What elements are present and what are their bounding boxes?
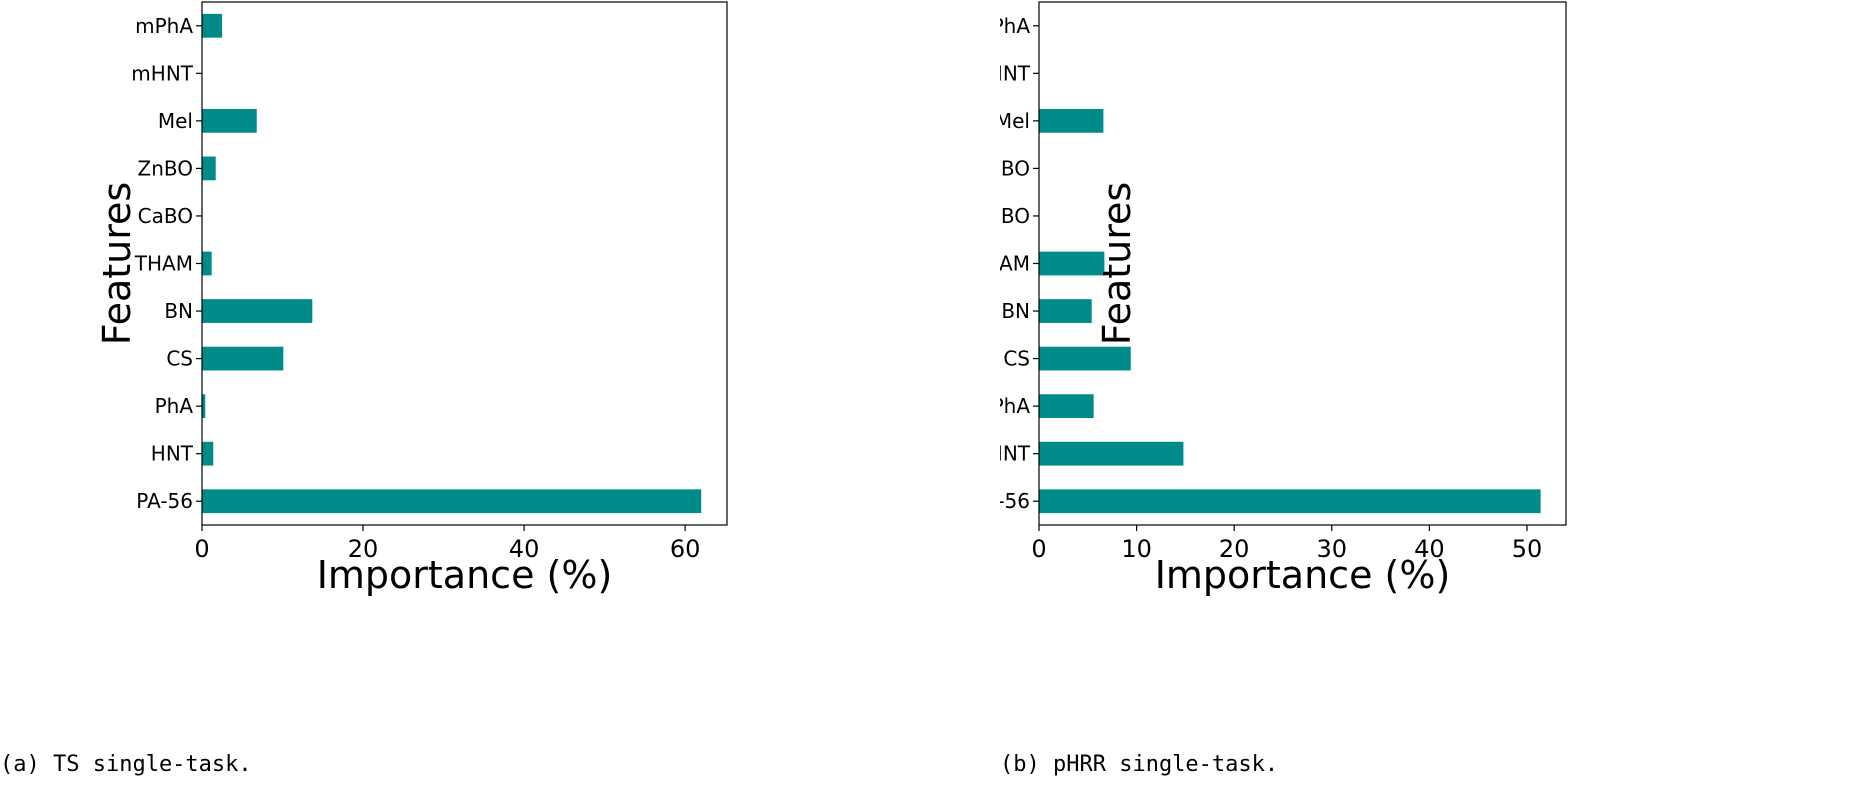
x-tick-label-50: 50 (1512, 535, 1543, 563)
y-tick-label-znbo: ZnBO (138, 156, 194, 180)
y-tick-label-cs: CS (166, 347, 193, 371)
y-tick-label-mhnt: mHNT (131, 61, 193, 85)
plot-frame (201, 1, 728, 526)
bar-cs (1039, 346, 1131, 371)
y-tick-label-pa-56: PA-56 (1000, 489, 1030, 513)
bar-cs (202, 346, 284, 371)
bar-mel (202, 108, 257, 133)
bar-pa-56 (1039, 489, 1541, 514)
y-tick-label-mel: Mel (1000, 109, 1030, 133)
bar-tham (202, 251, 212, 276)
bar-hnt (1039, 441, 1184, 466)
y-axis-title: Features (95, 182, 139, 345)
bar-pa-56 (202, 489, 702, 514)
x-axis-title: Importance (%) (317, 553, 613, 597)
y-tick-label-mhnt: mHNT (1000, 61, 1031, 85)
y-tick-label-bn: BN (1001, 299, 1030, 323)
y-tick-label-cabo: CaBO (138, 204, 193, 228)
bar-bn (1039, 299, 1092, 323)
y-axis-title: Features (1095, 182, 1139, 345)
bar-hnt (202, 441, 214, 466)
caption-phrr-single-task: (b) pHRR single-task. (1000, 752, 1279, 777)
y-tick-label-znbo: ZnBO (1000, 156, 1030, 180)
caption-ts-single-task: (a) TS single-task. (0, 752, 252, 777)
y-tick-label-cabo: CaBO (1000, 204, 1030, 228)
bar-pha (1039, 394, 1094, 419)
y-tick-label-pha: PhA (155, 394, 194, 418)
bar-tham (1039, 251, 1105, 276)
chart-ts-single-task: PA-56 HNT PhA CS BN THAM CaBO ZnBO Mel mHNT mPhA 0 2… (95, 1, 728, 597)
bar-znbo (202, 156, 216, 181)
y-tick-label-pha: PhA (1000, 394, 1030, 418)
x-tick-label-20: 20 (1219, 535, 1250, 563)
x-tick-label-20: 20 (348, 535, 379, 563)
x-tick-label-0: 0 (194, 535, 209, 563)
y-tick-label-tham: THAM (134, 252, 193, 276)
x-tick-label-0: 0 (1031, 535, 1046, 563)
bar-mpha (202, 13, 223, 38)
x-tick-label-40: 40 (1414, 535, 1445, 563)
x-tick-label-30: 30 (1317, 535, 1348, 563)
y-tick-label-pa-56: PA-56 (136, 489, 193, 513)
x-axis-title: Importance (%) (1155, 553, 1451, 597)
y-tick-label-mpha: mPhA (1000, 14, 1030, 38)
x-tick-label-40: 40 (509, 535, 540, 563)
y-tick-label-tham: THAM (1000, 252, 1030, 276)
y-tick-label-bn: BN (164, 299, 193, 323)
bar-pha (202, 394, 206, 419)
x-tick-label-60: 60 (670, 535, 701, 563)
x-tick-label-10: 10 (1121, 535, 1152, 563)
bar-bn (202, 299, 313, 323)
plot-frame (1038, 1, 1567, 526)
bar-mel (1039, 108, 1104, 133)
y-tick-label-cs: CS (1003, 347, 1030, 371)
y-tick-label-hnt: HNT (1000, 442, 1031, 466)
y-tick-label-mel: Mel (158, 109, 193, 133)
y-tick-label-mpha: mPhA (135, 14, 193, 38)
chart-phrr-single-task: PA-56 HNT PhA CS BN THAM CaBO ZnBO Mel mHNT mPhA 0 1… (1000, 1, 1567, 597)
y-tick-label-hnt: HNT (151, 442, 194, 466)
